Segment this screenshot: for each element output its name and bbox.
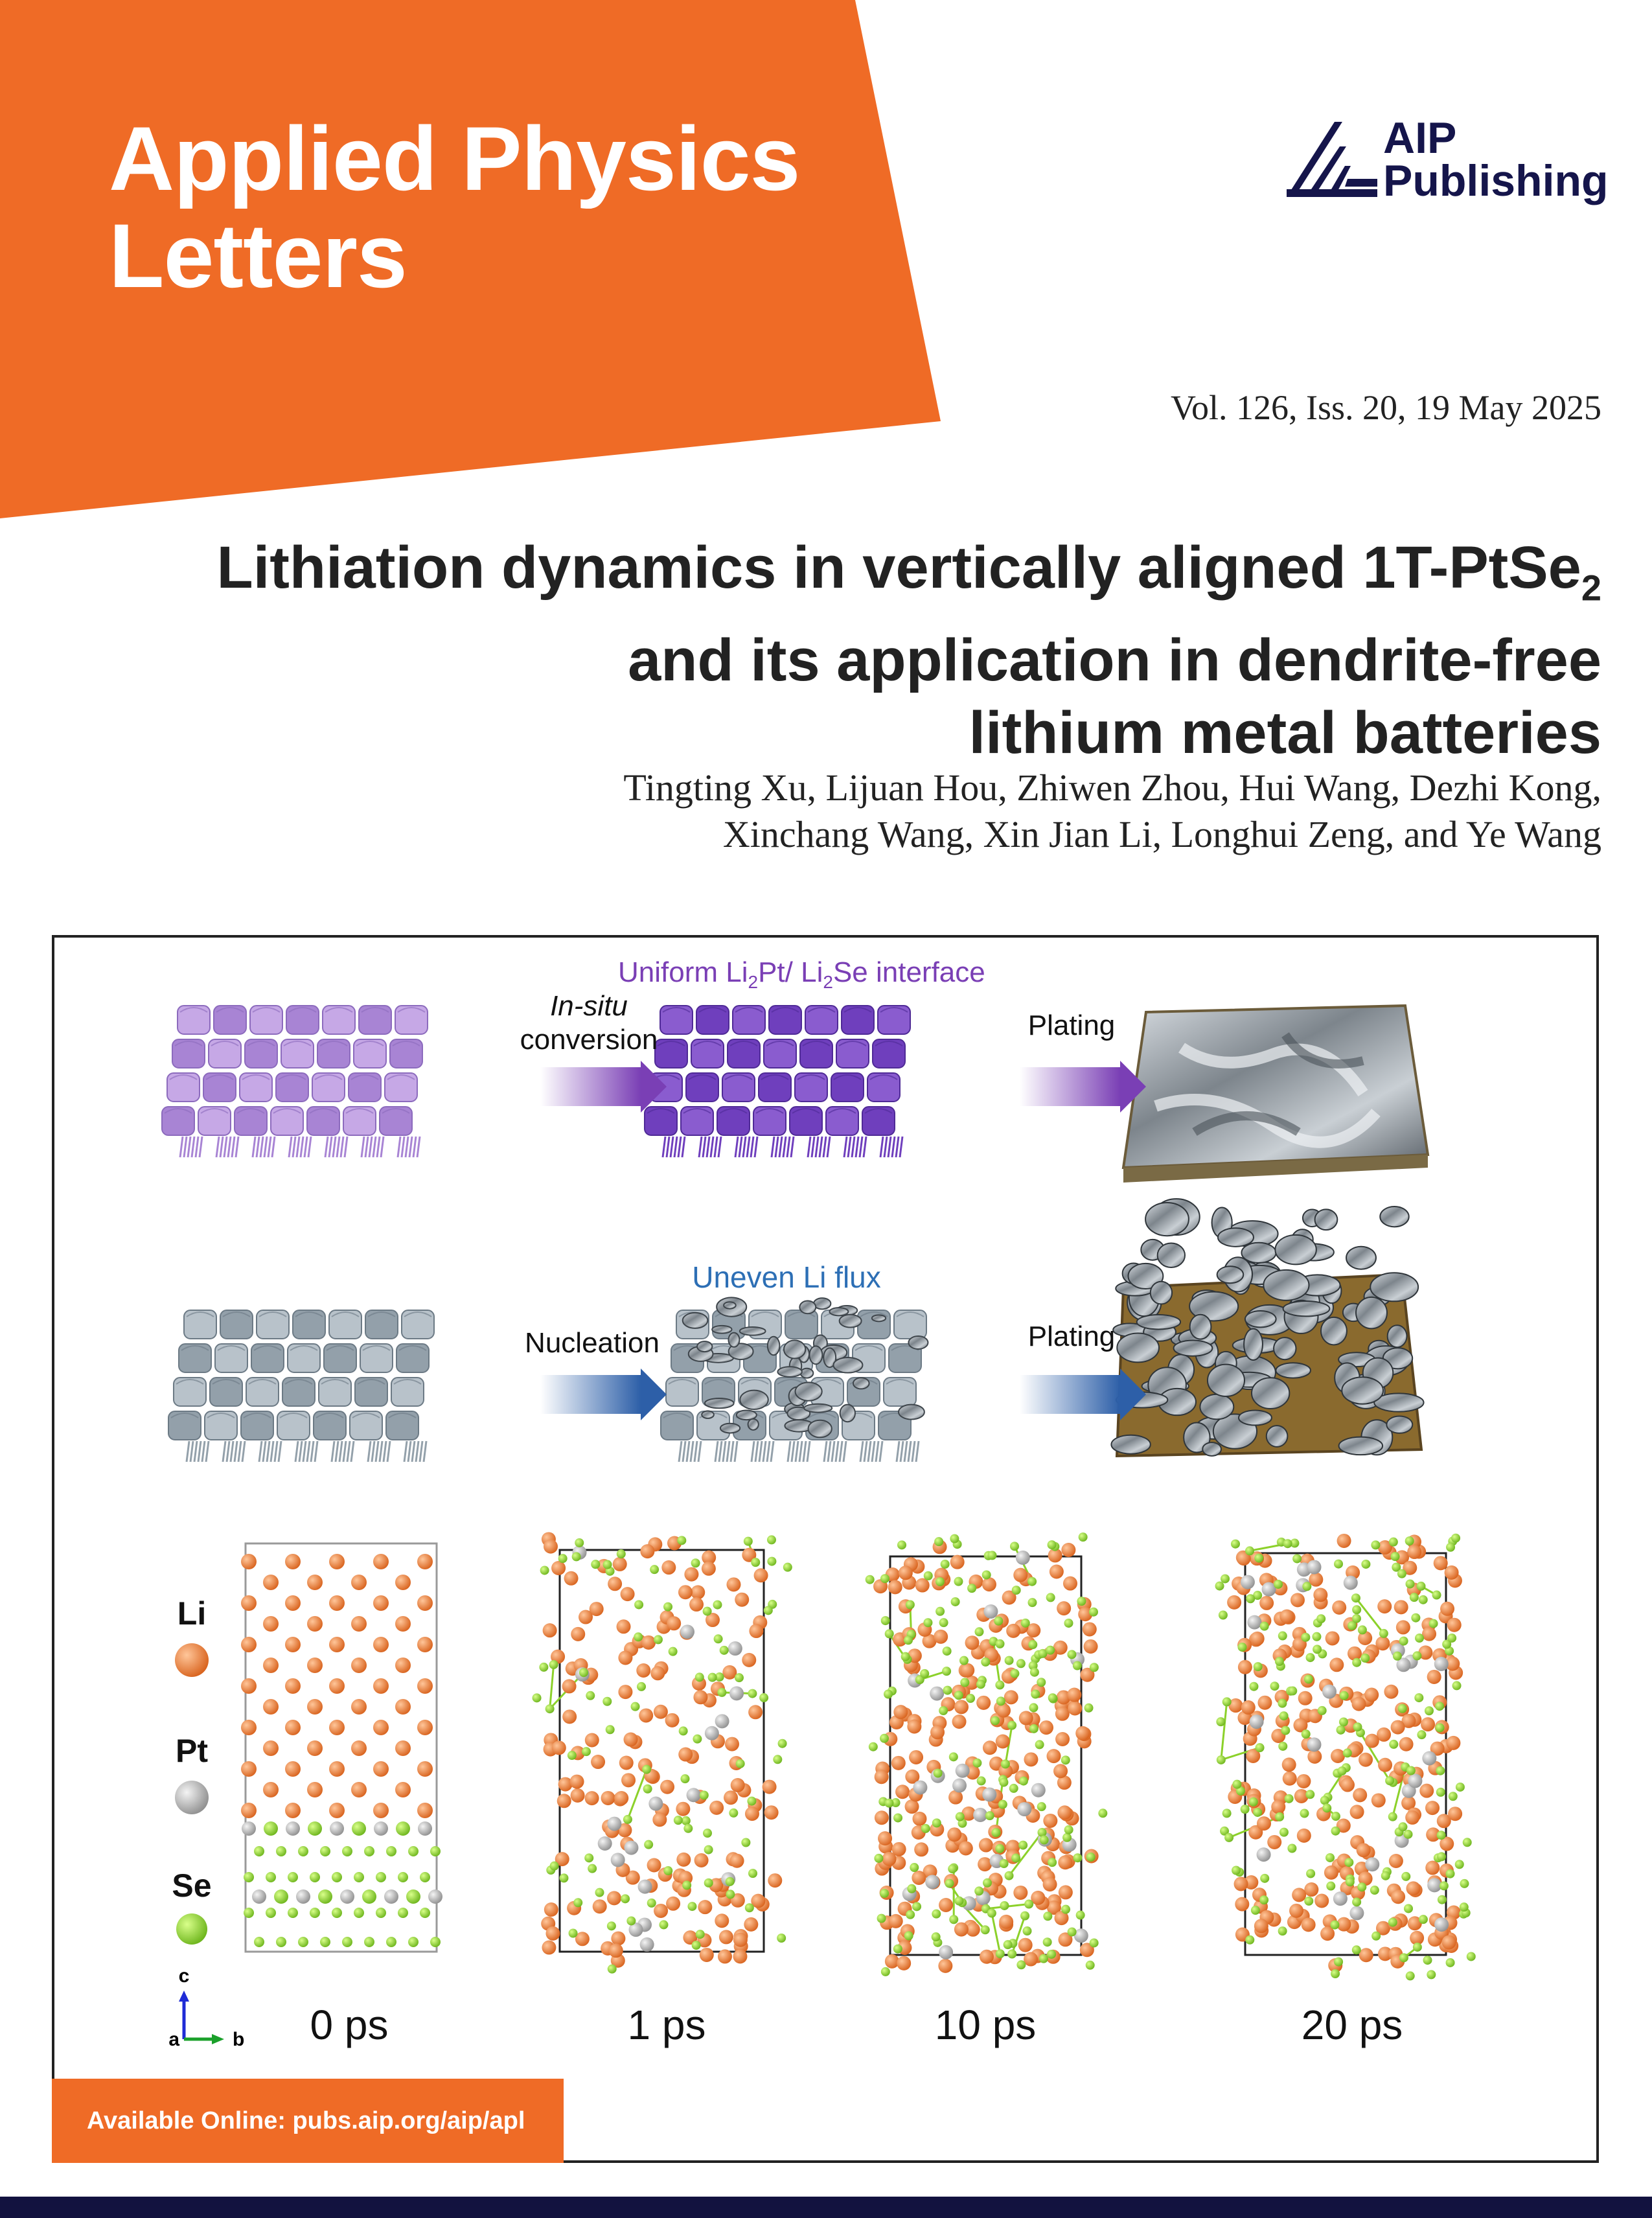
plated-li-sheet [1121,1004,1430,1183]
li-nuclei [682,1297,929,1438]
gray-mesh-pristine [168,1310,435,1462]
journal-title-line2: Letters [109,205,407,306]
legend-pt-sphere [175,1781,209,1814]
md-snapshot-20ps [1215,1533,1476,1981]
time-label-0ps: 0 ps [310,2002,389,2048]
uneven-flux-label: Uneven Li flux [692,1260,881,1294]
plating-label-top: Plating [1028,1010,1116,1041]
conversion-label: conversion [520,1024,658,1056]
arrow-plating-top [1020,1067,1120,1106]
article-title: Lithiation dynamics in vertically aligne… [111,531,1602,769]
publisher-line2: Publishing [1383,156,1609,205]
issue-info: Vol. 126, Iss. 20, 19 May 2025 [1170,388,1601,427]
title-line3: lithium metal batteries [969,700,1601,767]
journal-banner [0,0,941,518]
atom-legend: Li Pt Se [172,1595,212,1945]
dendritic-li-block [1110,1198,1425,1458]
journal-title: Applied Physics Letters [109,108,800,306]
legend-li-label: Li [178,1595,206,1632]
purple-mesh-pristine [161,1005,428,1158]
md-snapshot-10ps [865,1532,1108,1976]
interface-label: Uniform Li2Pt/ Li2Se interface [618,956,985,992]
title-line1: Lithiation dynamics in vertically aligne… [216,535,1581,601]
figure-canvas: Uniform Li2Pt/ Li2Se interface In-situ c… [161,956,1476,2050]
legend-pt-label: Pt [176,1733,208,1769]
journal-title-line1: Applied Physics [109,108,800,209]
md-snapshot-1ps [532,1532,792,1974]
legend-se-sphere [176,1913,207,1945]
legend-se-label: Se [172,1867,211,1904]
legend-li-sphere [175,1643,209,1677]
time-label-10ps: 10 ps [935,2002,1037,2048]
md-snapshot-0ps [241,1542,442,1953]
author-list: Tingting Xu, Lijuan Hou, Zhiwen Zhou, Hu… [176,765,1601,858]
title-line2: and its application in dendrite-free [628,627,1601,694]
available-online-link[interactable]: Available Online: pubs.aip.org/aip/apl [52,2079,564,2163]
time-label-1ps: 1 ps [628,2002,706,2048]
nucleation-label: Nucleation [525,1327,660,1359]
arrow-nucleation [540,1375,641,1414]
axes-indicator: c a b [168,1965,244,2050]
gray-mesh-nucleated [660,1310,927,1462]
arrow-conversion-head [641,1061,667,1113]
insitu-label: In-situ [550,990,628,1022]
arrow-nucleation-head [641,1369,667,1420]
axis-c-label: c [179,1965,190,1987]
axis-b-label: b [233,2029,244,2050]
arrow-plating-top-head [1120,1061,1146,1113]
publisher-logo[interactable]: AIP Publishing [1283,113,1609,214]
purple-mesh-converted [644,1005,911,1158]
authors-line1: Tingting Xu, Lijuan Hou, Zhiwen Zhou, Hu… [623,767,1601,809]
aip-fan-logo-icon [1287,122,1377,197]
cover-figure: Uniform Li2Pt/ Li2Se interface In-situ c… [52,935,1599,2163]
footer-bar [0,2197,1652,2218]
arrow-conversion [540,1067,641,1106]
authors-line2: Xinchang Wang, Xin Jian Li, Longhui Zeng… [722,813,1601,855]
title-subscript: 2 [1581,567,1601,608]
time-label-20ps: 20 ps [1302,2002,1403,2048]
arrow-plating-mid-head [1120,1369,1146,1420]
arrow-plating-mid [1020,1375,1120,1414]
plating-label-mid: Plating [1028,1321,1116,1352]
publisher-line1: AIP [1383,113,1457,163]
axis-a-label: a [168,2029,179,2050]
